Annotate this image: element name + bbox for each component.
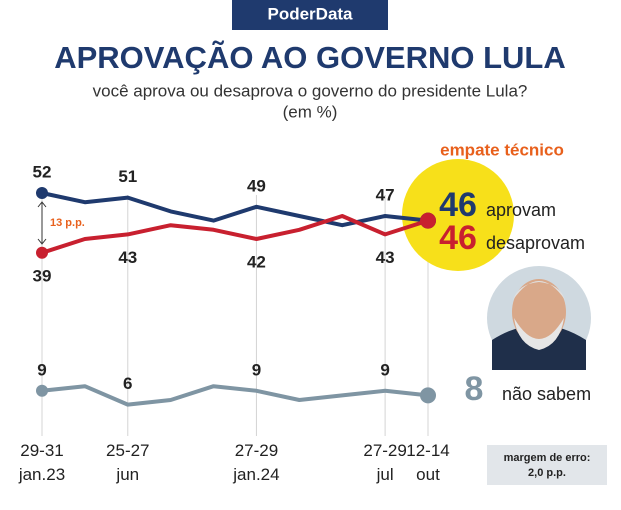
point (36, 187, 48, 199)
data-label: 6 (123, 374, 132, 393)
header: PoderData (267, 4, 353, 23)
final-value: 46 (439, 219, 477, 257)
gap-arrows (37, 201, 47, 245)
legend-label: não sabem (502, 384, 591, 404)
data-label: 42 (247, 252, 266, 271)
series-line (41, 191, 429, 228)
grid (41, 195, 429, 436)
point (36, 246, 48, 259)
chart-title: APROVAÇÃO AO GOVERNO LULA (54, 40, 566, 75)
data-label: 51 (118, 167, 137, 186)
x-tick-label: 27-29 jan.24 (232, 441, 279, 484)
data-label: 9 (252, 360, 261, 379)
margin-note: margem de erro: (504, 452, 591, 464)
data-label: 47 (376, 185, 395, 204)
point (36, 384, 48, 397)
gap-label: 13 p.p. (50, 217, 85, 229)
margin-box (487, 445, 607, 485)
x-tick-label: 12-14 out (406, 441, 449, 484)
x-tick-label: 27-29 jul (363, 441, 406, 484)
data-label: 9 (37, 360, 46, 379)
data-label: 9 (380, 360, 389, 379)
unit-note: (em %) (283, 102, 338, 121)
header-box (232, 0, 388, 30)
x-tick-label: 25-27 jun (106, 441, 149, 484)
data-label: 49 (247, 176, 266, 195)
point (420, 212, 436, 229)
x-tick-label: 29-31 jan.23 (18, 441, 65, 484)
series-line (41, 214, 429, 255)
photo (487, 266, 591, 370)
data-label: 52 (33, 162, 52, 181)
data-label: 43 (376, 248, 395, 267)
series-line (41, 384, 429, 407)
final-value: 46 (439, 186, 477, 224)
data-label: 39 (33, 266, 52, 285)
margin-note: 2,0 p.p. (528, 467, 566, 479)
point (420, 387, 436, 404)
highlight-circle (402, 159, 514, 271)
legend-label: desaprovam (486, 233, 585, 253)
legend-label: aprovam (486, 200, 556, 220)
annotation: empate técnico (440, 140, 564, 159)
data-label: 43 (118, 248, 137, 267)
subtitle: você aprova ou desaprova o governo do pr… (93, 81, 528, 100)
final-value: 8 (465, 370, 484, 408)
